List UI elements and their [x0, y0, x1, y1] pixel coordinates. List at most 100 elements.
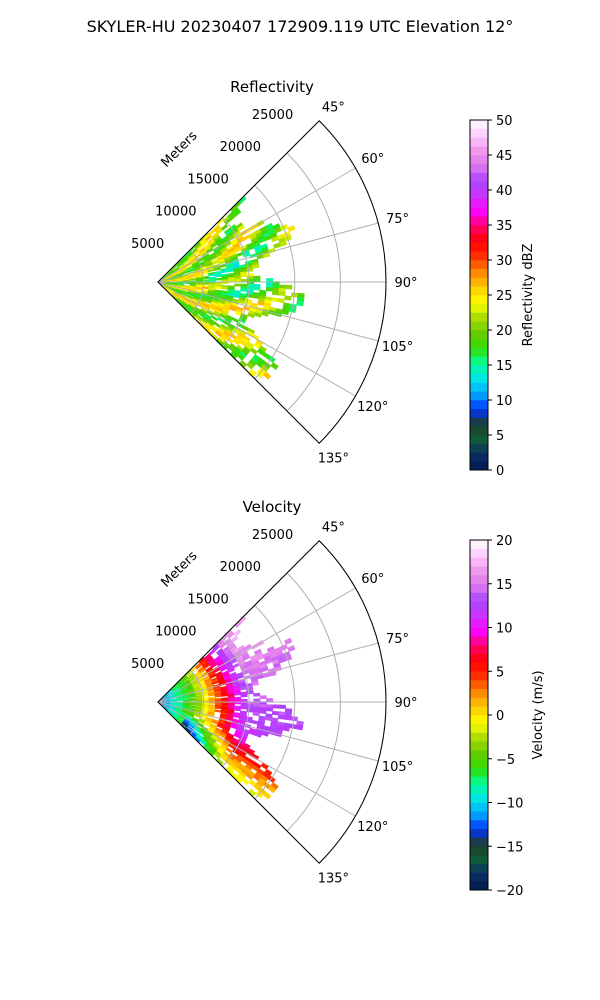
colorbar-segment	[470, 365, 488, 375]
field-cell	[221, 286, 229, 290]
field-cell	[271, 710, 280, 716]
field-cell	[284, 715, 292, 721]
field-cell	[252, 264, 260, 269]
azimuth-line	[157, 642, 379, 703]
field-cell	[261, 311, 269, 317]
reflectivity-panel: Reflectivity 45°60°75°90°105°120°135°500…	[131, 78, 536, 479]
colorbar-segment	[470, 251, 488, 261]
field-cell	[176, 283, 184, 286]
colorbar-tick-label: 0	[496, 464, 504, 479]
field-cell	[247, 312, 255, 319]
colorbar-segment	[470, 627, 488, 637]
field-cell	[239, 359, 248, 368]
colorbar-segment	[470, 758, 488, 768]
field-cell	[251, 681, 260, 687]
velocity-radial-label: Meters	[159, 548, 201, 590]
colorbar-segment	[470, 802, 488, 812]
field-cell	[252, 294, 260, 300]
field-cell	[253, 698, 261, 702]
radial-tick-label: 5000	[131, 237, 164, 252]
figure-title: SKYLER-HU 20230407 172909.119 UTC Elevat…	[87, 17, 514, 36]
azimuth-line	[157, 167, 356, 283]
colorbar-segment	[470, 286, 488, 296]
field-cell	[227, 699, 235, 703]
field-cell	[246, 708, 254, 713]
colorbar-segment	[470, 408, 488, 418]
colorbar-segment	[470, 557, 488, 567]
colorbar-segment	[470, 312, 488, 322]
colorbar-segment	[470, 198, 488, 208]
azimuth-line	[157, 701, 356, 817]
colorbar-segment	[470, 846, 488, 856]
field-cell	[221, 693, 229, 697]
colorbar-segment	[470, 260, 488, 270]
field-cell	[234, 279, 242, 283]
colorbar-segment	[470, 820, 488, 830]
colorbar-segment	[470, 233, 488, 243]
colorbar-tick-label: 50	[496, 114, 513, 129]
velocity-title: Velocity	[243, 498, 302, 516]
field-cell	[183, 282, 191, 284]
field-cell	[284, 295, 292, 301]
angle-tick-label: 120°	[357, 820, 388, 835]
field-cell	[262, 252, 271, 258]
colorbar-segment	[470, 863, 488, 873]
colorbar-segment	[470, 793, 488, 803]
colorbar-segment	[470, 811, 488, 821]
angle-tick-label: 120°	[357, 400, 388, 415]
field-cell	[240, 288, 248, 292]
colorbar-segment	[470, 592, 488, 602]
angle-tick-label: 45°	[322, 521, 345, 536]
field-cell	[281, 309, 290, 316]
field-cell	[233, 707, 242, 712]
azimuth-line	[157, 701, 379, 762]
colorbar-tick-label: 15	[496, 578, 513, 593]
colorbar-segment	[470, 128, 488, 138]
colorbar-segment	[470, 776, 488, 786]
field-cell	[278, 704, 286, 709]
field-cell	[227, 667, 236, 673]
colorbar-segment	[470, 452, 488, 462]
velocity-colorbar: −20 −15 −10 −5 0 5 10 15 20	[469, 534, 523, 899]
field-cell	[227, 279, 235, 283]
field-cell	[234, 775, 243, 784]
colorbar-segment	[470, 330, 488, 340]
colorbar-segment	[470, 583, 488, 593]
colorbar-tick-label: 10	[496, 622, 513, 637]
colorbar-segment	[470, 575, 488, 585]
colorbar-segment	[470, 382, 488, 392]
radial-tick-label: 20000	[220, 560, 261, 575]
velocity-grid	[157, 540, 387, 864]
field-cell	[234, 699, 242, 703]
field-cell	[210, 755, 218, 763]
radial-tick-label: 10000	[155, 625, 196, 640]
colorbar-tick-label: 20	[496, 324, 513, 339]
colorbar-segment	[470, 706, 488, 716]
colorbar-segment	[470, 391, 488, 401]
field-cell	[214, 706, 222, 710]
field-cell	[233, 209, 242, 217]
field-cell	[241, 777, 250, 786]
colorbar-segment	[470, 697, 488, 707]
field-cell	[277, 298, 285, 304]
colorbar-segment	[470, 645, 488, 655]
field-cell	[262, 791, 272, 800]
radial-tick-label: 25000	[252, 528, 293, 543]
field-cell	[214, 286, 222, 290]
colorbar-tick-label: 10	[496, 394, 513, 409]
reflectivity-colorbar-label: Reflectivity dBZ	[521, 244, 536, 347]
colorbar-segment	[470, 295, 488, 305]
colorbar-tick-label: 5	[496, 665, 504, 680]
angle-tick-label: 75°	[386, 632, 409, 647]
angle-tick-label: 90°	[394, 276, 417, 291]
colorbar-tick-label: 40	[496, 184, 513, 199]
colorbar-tick-label: −15	[496, 840, 523, 855]
colorbar-segment	[470, 146, 488, 156]
field-cell	[270, 362, 279, 370]
field-cell	[266, 698, 274, 702]
colorbar-segment	[470, 163, 488, 173]
field-cell	[246, 268, 254, 273]
colorbar-segment	[470, 680, 488, 690]
colorbar-tick-label: 25	[496, 289, 513, 304]
